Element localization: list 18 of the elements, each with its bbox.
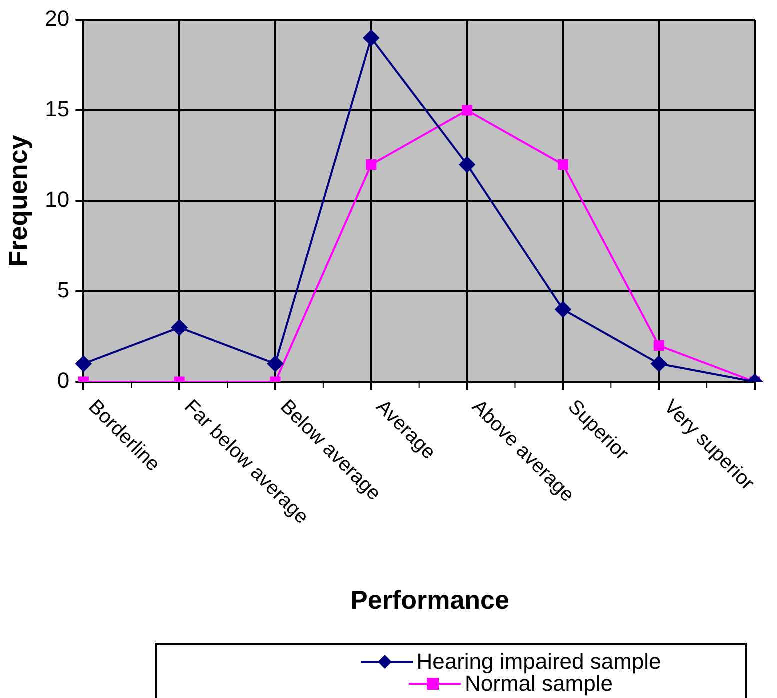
point xyxy=(267,356,284,372)
point xyxy=(459,156,476,173)
point xyxy=(363,30,380,46)
y-tick-label: 15 xyxy=(45,96,70,122)
y-tick-label: 5 xyxy=(57,278,70,303)
y-axis-title: Frequency xyxy=(2,134,33,267)
point xyxy=(651,356,668,372)
y-tick-label: 20 xyxy=(45,6,70,32)
point xyxy=(462,105,473,116)
point xyxy=(654,340,664,352)
point xyxy=(76,356,92,372)
point xyxy=(366,160,377,170)
y-tick-label: 10 xyxy=(45,187,70,212)
x-axis-title: Performance xyxy=(350,585,510,616)
point xyxy=(558,160,568,170)
point xyxy=(172,320,188,336)
point xyxy=(555,302,572,318)
y-tick-label: 0 xyxy=(57,368,70,394)
